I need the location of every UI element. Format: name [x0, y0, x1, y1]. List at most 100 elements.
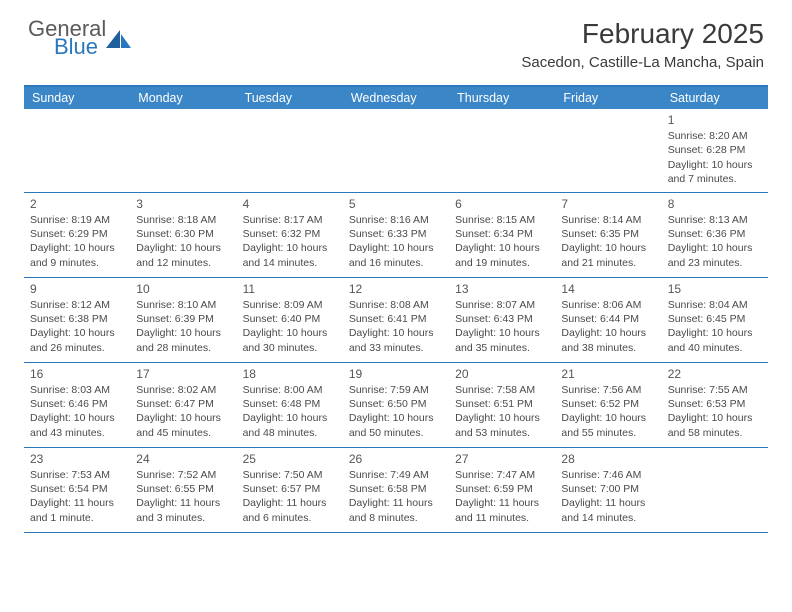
day-cell: 22Sunrise: 7:55 AMSunset: 6:53 PMDayligh… [662, 363, 768, 447]
sunrise-line: Sunrise: 8:15 AM [455, 213, 549, 227]
daylight-line: and 58 minutes. [668, 426, 762, 440]
empty-cell [237, 109, 343, 192]
sunset-line: Sunset: 6:43 PM [455, 312, 549, 326]
daylight-line: Daylight: 11 hours [455, 496, 549, 510]
month-title: February 2025 [521, 18, 764, 50]
title-block: February 2025 Sacedon, Castille-La Manch… [521, 18, 764, 71]
daylight-line: Daylight: 10 hours [30, 241, 124, 255]
day-number: 7 [561, 196, 655, 212]
day-cell: 8Sunrise: 8:13 AMSunset: 6:36 PMDaylight… [662, 193, 768, 277]
week-row: 2Sunrise: 8:19 AMSunset: 6:29 PMDaylight… [24, 193, 768, 278]
daylight-line: and 40 minutes. [668, 341, 762, 355]
calendar: Sunday Monday Tuesday Wednesday Thursday… [24, 85, 768, 533]
sunrise-line: Sunrise: 8:03 AM [30, 383, 124, 397]
empty-cell [130, 109, 236, 192]
daylight-line: Daylight: 10 hours [668, 326, 762, 340]
day-number: 20 [455, 366, 549, 382]
sunrise-line: Sunrise: 7:46 AM [561, 468, 655, 482]
empty-cell [555, 109, 661, 192]
sunrise-line: Sunrise: 7:59 AM [349, 383, 443, 397]
day-number: 3 [136, 196, 230, 212]
weekday-header: Sunday [24, 87, 130, 109]
sunset-line: Sunset: 6:38 PM [30, 312, 124, 326]
day-number: 2 [30, 196, 124, 212]
logo-text: General Blue [28, 18, 106, 58]
daylight-line: Daylight: 10 hours [455, 241, 549, 255]
daylight-line: Daylight: 10 hours [136, 241, 230, 255]
day-number: 9 [30, 281, 124, 297]
week-row: 9Sunrise: 8:12 AMSunset: 6:38 PMDaylight… [24, 278, 768, 363]
sunrise-line: Sunrise: 8:16 AM [349, 213, 443, 227]
daylight-line: and 12 minutes. [136, 256, 230, 270]
day-cell: 12Sunrise: 8:08 AMSunset: 6:41 PMDayligh… [343, 278, 449, 362]
day-number: 27 [455, 451, 549, 467]
weekday-header: Friday [555, 87, 661, 109]
day-cell: 7Sunrise: 8:14 AMSunset: 6:35 PMDaylight… [555, 193, 661, 277]
daylight-line: Daylight: 11 hours [561, 496, 655, 510]
weekday-header-row: Sunday Monday Tuesday Wednesday Thursday… [24, 87, 768, 109]
weeks-container: 1Sunrise: 8:20 AMSunset: 6:28 PMDaylight… [24, 109, 768, 533]
day-cell: 27Sunrise: 7:47 AMSunset: 6:59 PMDayligh… [449, 448, 555, 532]
day-cell: 14Sunrise: 8:06 AMSunset: 6:44 PMDayligh… [555, 278, 661, 362]
day-cell: 21Sunrise: 7:56 AMSunset: 6:52 PMDayligh… [555, 363, 661, 447]
day-cell: 9Sunrise: 8:12 AMSunset: 6:38 PMDaylight… [24, 278, 130, 362]
sunrise-line: Sunrise: 7:55 AM [668, 383, 762, 397]
daylight-line: Daylight: 10 hours [349, 241, 443, 255]
day-cell: 23Sunrise: 7:53 AMSunset: 6:54 PMDayligh… [24, 448, 130, 532]
daylight-line: and 6 minutes. [243, 511, 337, 525]
sunset-line: Sunset: 6:47 PM [136, 397, 230, 411]
daylight-line: and 16 minutes. [349, 256, 443, 270]
day-number: 24 [136, 451, 230, 467]
day-cell: 19Sunrise: 7:59 AMSunset: 6:50 PMDayligh… [343, 363, 449, 447]
sunrise-line: Sunrise: 8:04 AM [668, 298, 762, 312]
daylight-line: Daylight: 10 hours [136, 326, 230, 340]
daylight-line: and 3 minutes. [136, 511, 230, 525]
week-row: 16Sunrise: 8:03 AMSunset: 6:46 PMDayligh… [24, 363, 768, 448]
day-cell: 1Sunrise: 8:20 AMSunset: 6:28 PMDaylight… [662, 109, 768, 192]
sunset-line: Sunset: 6:40 PM [243, 312, 337, 326]
daylight-line: and 14 minutes. [561, 511, 655, 525]
sunrise-line: Sunrise: 8:06 AM [561, 298, 655, 312]
day-cell: 20Sunrise: 7:58 AMSunset: 6:51 PMDayligh… [449, 363, 555, 447]
sunset-line: Sunset: 6:33 PM [349, 227, 443, 241]
sunrise-line: Sunrise: 7:49 AM [349, 468, 443, 482]
sunrise-line: Sunrise: 7:56 AM [561, 383, 655, 397]
sunrise-line: Sunrise: 8:13 AM [668, 213, 762, 227]
daylight-line: Daylight: 10 hours [561, 326, 655, 340]
day-number: 10 [136, 281, 230, 297]
daylight-line: Daylight: 11 hours [243, 496, 337, 510]
sunrise-line: Sunrise: 7:58 AM [455, 383, 549, 397]
empty-cell [662, 448, 768, 532]
weekday-header: Wednesday [343, 87, 449, 109]
sunset-line: Sunset: 6:45 PM [668, 312, 762, 326]
sunset-line: Sunset: 6:55 PM [136, 482, 230, 496]
daylight-line: and 9 minutes. [30, 256, 124, 270]
daylight-line: Daylight: 10 hours [668, 241, 762, 255]
daylight-line: and 33 minutes. [349, 341, 443, 355]
day-cell: 10Sunrise: 8:10 AMSunset: 6:39 PMDayligh… [130, 278, 236, 362]
daylight-line: and 30 minutes. [243, 341, 337, 355]
sunset-line: Sunset: 6:41 PM [349, 312, 443, 326]
daylight-line: and 43 minutes. [30, 426, 124, 440]
day-number: 22 [668, 366, 762, 382]
day-cell: 24Sunrise: 7:52 AMSunset: 6:55 PMDayligh… [130, 448, 236, 532]
day-cell: 13Sunrise: 8:07 AMSunset: 6:43 PMDayligh… [449, 278, 555, 362]
daylight-line: Daylight: 10 hours [455, 326, 549, 340]
daylight-line: and 35 minutes. [455, 341, 549, 355]
sunrise-line: Sunrise: 7:50 AM [243, 468, 337, 482]
sunset-line: Sunset: 7:00 PM [561, 482, 655, 496]
day-cell: 5Sunrise: 8:16 AMSunset: 6:33 PMDaylight… [343, 193, 449, 277]
sunrise-line: Sunrise: 8:19 AM [30, 213, 124, 227]
sunset-line: Sunset: 6:46 PM [30, 397, 124, 411]
daylight-line: and 11 minutes. [455, 511, 549, 525]
day-number: 15 [668, 281, 762, 297]
daylight-line: and 45 minutes. [136, 426, 230, 440]
sunset-line: Sunset: 6:58 PM [349, 482, 443, 496]
daylight-line: Daylight: 10 hours [243, 241, 337, 255]
sunset-line: Sunset: 6:57 PM [243, 482, 337, 496]
sunset-line: Sunset: 6:32 PM [243, 227, 337, 241]
sunset-line: Sunset: 6:30 PM [136, 227, 230, 241]
sunset-line: Sunset: 6:53 PM [668, 397, 762, 411]
daylight-line: and 23 minutes. [668, 256, 762, 270]
daylight-line: and 28 minutes. [136, 341, 230, 355]
